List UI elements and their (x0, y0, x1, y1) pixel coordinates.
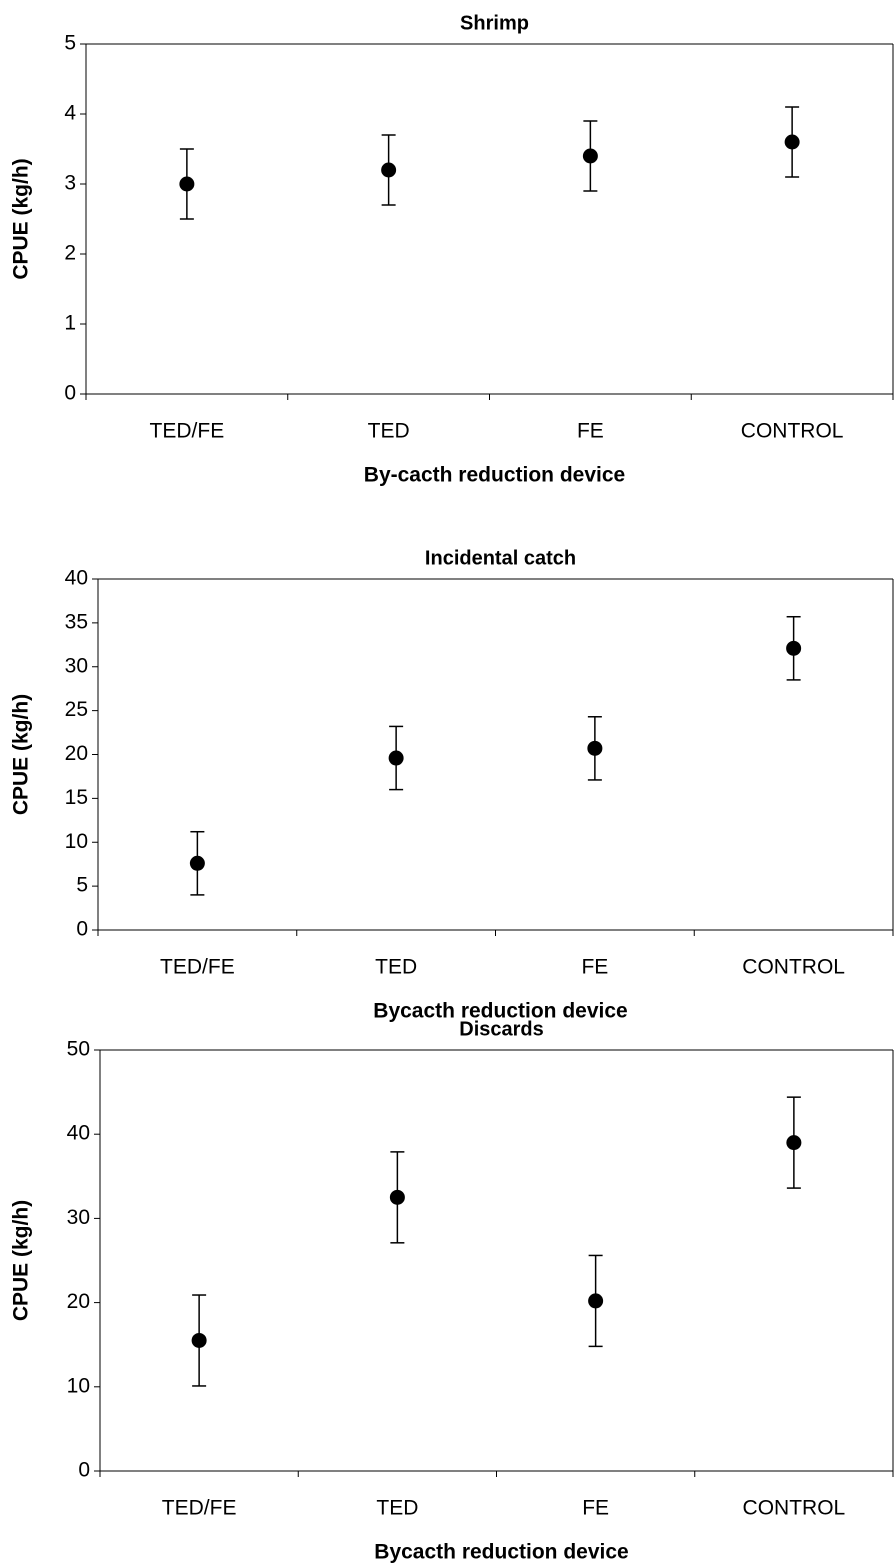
x-tick-label: CONTROL (742, 956, 845, 979)
y-tick-label: 25 (65, 698, 88, 721)
y-axis-title: CPUE (kg/h) (10, 694, 33, 815)
y-tick-label: 3 (64, 172, 76, 195)
x-tick-label: TED/FE (160, 956, 235, 979)
y-axis-title: CPUE (kg/h) (10, 158, 33, 279)
x-tick-label: CONTROL (741, 420, 844, 443)
y-tick-label: 10 (67, 1374, 90, 1397)
x-tick-label: FE (581, 956, 608, 979)
point (179, 176, 195, 192)
point (582, 148, 598, 164)
y-tick-label: 35 (65, 610, 88, 633)
y-tick-label: 0 (76, 918, 88, 941)
x-axis-title: By-cacth reduction device (364, 464, 625, 487)
chart: Incidental catch 0 5 10 15 20 25 30 35 40 TED/FE TE… (10, 547, 894, 1023)
point (784, 134, 800, 150)
point (587, 740, 603, 756)
point (786, 1135, 802, 1151)
y-tick-label: 15 (65, 786, 88, 809)
y-tick-label: 40 (65, 567, 88, 590)
x-tick-label: TED/FE (162, 1497, 237, 1520)
x-tick-label: TED (376, 1497, 418, 1520)
y-tick-label: 0 (78, 1459, 90, 1482)
point (388, 750, 404, 766)
y-tick-label: 40 (67, 1122, 90, 1145)
x-tick-label: TED (368, 420, 410, 443)
y-tick-label: 10 (65, 830, 88, 853)
y-tick-label: 2 (64, 242, 76, 265)
y-tick-label: 4 (64, 102, 76, 125)
point (588, 1293, 604, 1309)
y-tick-label: 5 (76, 874, 88, 897)
x-tick-label: TED/FE (150, 420, 225, 443)
y-tick-label: 20 (67, 1290, 90, 1313)
y-tick-label: 30 (65, 654, 88, 677)
x-tick-label: TED (375, 956, 417, 979)
point (389, 1189, 405, 1205)
y-tick-label: 20 (65, 742, 88, 765)
x-tick-label: CONTROL (743, 1497, 846, 1520)
point (381, 162, 397, 178)
point (189, 855, 205, 871)
chart-title: Discards (459, 1018, 544, 1040)
chart-title: Shrimp (460, 12, 529, 34)
y-tick-label: 50 (67, 1038, 90, 1061)
x-tick-label: FE (582, 1497, 609, 1520)
point (786, 640, 802, 656)
point (191, 1332, 207, 1348)
y-tick-label: 1 (64, 312, 76, 335)
x-axis-title: Bycacth reduction device (373, 1000, 627, 1023)
chart: Shrimp 0 1 2 3 4 5 TED/FE TED FE CONTROL By-cacth r… (10, 12, 894, 487)
y-tick-label: 0 (64, 382, 76, 405)
x-tick-label: FE (577, 420, 604, 443)
chart-title: Incidental catch (425, 547, 576, 569)
y-axis-title: CPUE (kg/h) (10, 1200, 33, 1321)
chart: Discards 0 10 20 30 40 50 TED/FE TED FE CONTROL Byc… (10, 1018, 894, 1564)
x-axis-title: Bycacth reduction device (374, 1541, 628, 1564)
y-tick-label: 30 (67, 1206, 90, 1229)
y-tick-label: 5 (64, 32, 76, 55)
